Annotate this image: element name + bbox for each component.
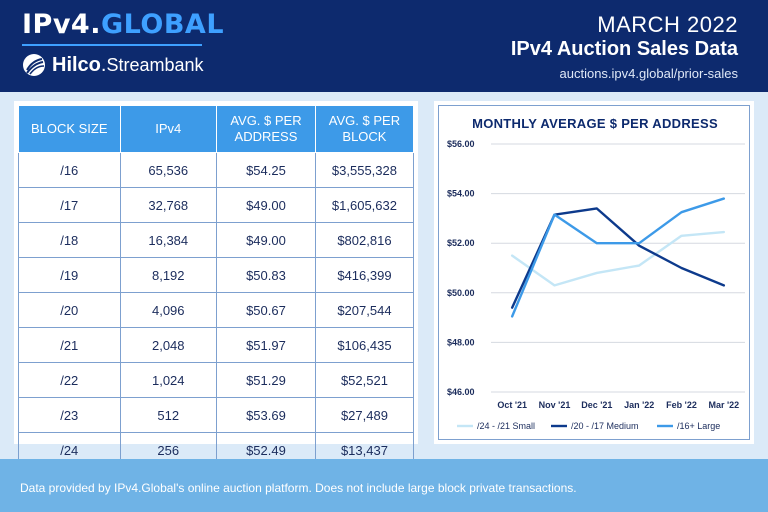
cell-block-size: /20: [18, 292, 121, 328]
x-tick-label: Oct '21: [497, 400, 527, 410]
cell-ipv4: 512: [119, 397, 218, 433]
y-tick-label: $46.00: [447, 387, 475, 397]
table-row: /22 1,024 $51.29 $52,521: [18, 362, 415, 398]
table-row: /17 32,768 $49.00 $1,605,632: [18, 187, 415, 223]
logo-rule: [22, 44, 202, 46]
y-tick-label: $56.00: [447, 139, 475, 149]
table-row: /19 8,192 $50.83 $416,399: [18, 257, 415, 293]
sales-table: BLOCK SIZE IPv4 AVG. $ PER ADDRESS AVG. …: [18, 105, 415, 468]
legend-label: /20 - /17 Medium: [571, 421, 639, 431]
x-tick-label: Nov '21: [539, 400, 571, 410]
legend-label: /16+ Large: [677, 421, 720, 431]
cell-avg-per-block: $802,816: [314, 222, 415, 258]
cell-ipv4: 2,048: [119, 327, 218, 363]
cell-avg-per-address: $51.29: [216, 362, 316, 398]
table-row: /21 2,048 $51.97 $106,435: [18, 327, 415, 363]
cell-avg-per-block: $207,544: [314, 292, 415, 328]
header-block-size: BLOCK SIZE: [18, 105, 121, 153]
cell-avg-per-address: $54.25: [216, 152, 316, 188]
logo-accent: GLOBAL: [100, 9, 225, 40]
legend-label: /24 - /21 Small: [477, 421, 535, 431]
header-ipv4: IPv4: [119, 105, 218, 153]
cell-avg-per-block: $416,399: [314, 257, 415, 293]
cell-ipv4: 65,536: [119, 152, 218, 188]
sales-table-panel: BLOCK SIZE IPv4 AVG. $ PER ADDRESS AVG. …: [14, 101, 418, 468]
y-tick-label: $50.00: [447, 288, 475, 298]
cell-avg-per-block: $27,489: [314, 397, 415, 433]
header-avg-per-block: AVG. $ PER BLOCK: [314, 105, 415, 153]
cell-avg-per-address: $51.97: [216, 327, 316, 363]
cell-ipv4: 16,384: [119, 222, 218, 258]
table-row: /20 4,096 $50.67 $207,544: [18, 292, 415, 328]
hilco-mark-icon: [23, 54, 45, 76]
x-tick-label: Jan '22: [624, 400, 654, 410]
source-url[interactable]: auctions.ipv4.global/prior-sales: [559, 66, 738, 81]
cell-avg-per-block: $52,521: [314, 362, 415, 398]
cell-avg-per-address: $50.67: [216, 292, 316, 328]
hilco-label: Hilco: [52, 53, 101, 76]
x-tick-label: Feb '22: [666, 400, 697, 410]
cell-block-size: /23: [18, 397, 121, 433]
cell-block-size: /18: [18, 222, 121, 258]
brand-separator: .: [100, 53, 107, 76]
footer-bar: Data provided by IPv4.Global's online au…: [0, 459, 768, 512]
y-tick-label: $52.00: [447, 238, 475, 248]
footer-note: Data provided by IPv4.Global's online au…: [20, 481, 577, 495]
x-tick-label: Dec '21: [581, 400, 612, 410]
cell-avg-per-address: $53.69: [216, 397, 316, 433]
y-tick-label: $48.00: [447, 337, 475, 347]
cell-block-size: /17: [18, 187, 121, 223]
cell-avg-per-block: $1,605,632: [314, 187, 415, 223]
table-row: /16 65,536 $54.25 $3,555,328: [18, 152, 415, 188]
header-avg-per-address: AVG. $ PER ADDRESS: [216, 105, 316, 153]
cell-block-size: /21: [18, 327, 121, 363]
table-header-row: BLOCK SIZE IPv4 AVG. $ PER ADDRESS AVG. …: [18, 105, 415, 153]
logo-text: IPv4.: [22, 9, 101, 40]
chart-title: MONTHLY AVERAGE $ PER ADDRESS: [472, 116, 718, 131]
page-title: IPv4 Auction Sales Data: [510, 38, 738, 60]
y-tick-label: $54.00: [447, 189, 475, 199]
cell-block-size: /16: [18, 152, 121, 188]
cell-avg-per-address: $49.00: [216, 222, 316, 258]
table-row: /18 16,384 $49.00 $802,816: [18, 222, 415, 258]
cell-ipv4: 1,024: [119, 362, 218, 398]
series-line: [510, 230, 726, 287]
hilco-streambank-logo: Hilco. Streambank: [22, 51, 204, 79]
cell-avg-per-block: $3,555,328: [314, 152, 415, 188]
cell-avg-per-address: $49.00: [216, 187, 316, 223]
chart-frame: MONTHLY AVERAGE $ PER ADDRESS $46.00 $48.…: [438, 105, 750, 440]
ipv4-global-logo: IPv4.GLOBAL: [22, 9, 224, 40]
header-banner: IPv4.GLOBAL Hilco. Streambank MARCH 2022 …: [0, 0, 768, 92]
x-tick-label: Mar '22: [709, 400, 740, 410]
cell-avg-per-address: $50.83: [216, 257, 316, 293]
report-month: MARCH 2022: [597, 12, 738, 37]
line-chart: $46.00 $48.00 $50.00 $52.00 $54.00 $56.00 Oct …: [447, 139, 745, 431]
cell-ipv4: 4,096: [119, 292, 218, 328]
cell-block-size: /22: [18, 362, 121, 398]
chart-panel: MONTHLY AVERAGE $ PER ADDRESS $46.00 $48.…: [434, 101, 754, 444]
cell-avg-per-block: $106,435: [314, 327, 415, 363]
table-row: /23 512 $53.69 $27,489: [18, 397, 415, 433]
streambank-label: Streambank: [106, 54, 204, 75]
cell-ipv4: 32,768: [119, 187, 218, 223]
cell-ipv4: 8,192: [119, 257, 218, 293]
cell-block-size: /19: [18, 257, 121, 293]
series-line: [510, 197, 726, 318]
